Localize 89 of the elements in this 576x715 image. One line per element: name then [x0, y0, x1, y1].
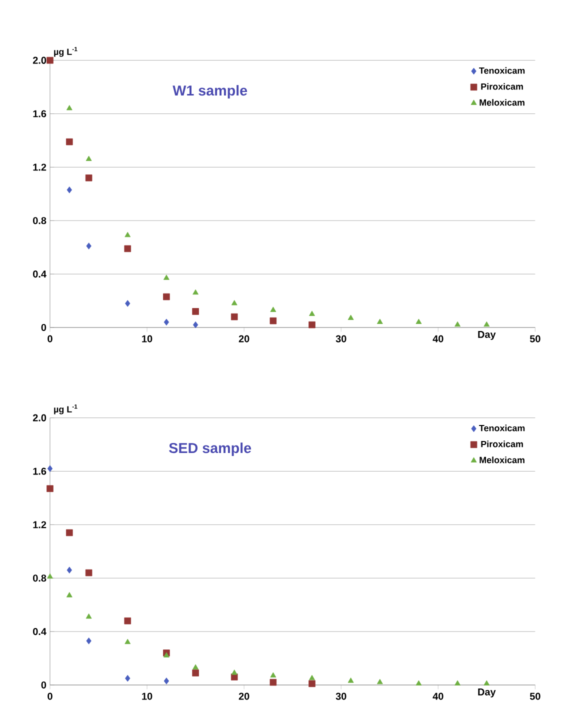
- point: [124, 232, 131, 238]
- point: [124, 617, 132, 624]
- point: [192, 664, 199, 670]
- x-tick-label: 30: [336, 335, 346, 342]
- point: [454, 321, 460, 327]
- point: [66, 566, 72, 574]
- point: [308, 680, 316, 688]
- y-tick-label: 0.4: [33, 270, 46, 278]
- x-tick-label: 20: [238, 335, 250, 342]
- x-tick-label: 30: [336, 692, 346, 700]
- legend-label: Piroxicam: [481, 83, 523, 90]
- y-tick-label: 0: [41, 324, 46, 332]
- point: [163, 652, 170, 658]
- point: [192, 289, 199, 295]
- point: [416, 318, 422, 324]
- y-axis-title: µg L$^{-1}$: [54, 46, 78, 57]
- point: [231, 300, 238, 306]
- point: [124, 638, 131, 644]
- y-tick-label: 0.8: [33, 217, 46, 224]
- point: [348, 314, 354, 320]
- y-tick-label: 1.2: [33, 521, 46, 528]
- point: [164, 318, 170, 326]
- point: [66, 138, 73, 146]
- point: [309, 310, 315, 316]
- point: [66, 186, 72, 194]
- y-tick-label: 0.4: [33, 628, 46, 636]
- y-tick-label: 2.0: [32, 56, 46, 64]
- point: [86, 156, 92, 161]
- legend-label: Meloxicam: [480, 456, 524, 464]
- text: SED sample: [169, 442, 252, 456]
- point: [270, 672, 276, 678]
- point: [164, 678, 170, 684]
- point: [124, 245, 132, 252]
- point: [86, 638, 92, 644]
- x-tick-label: 40: [432, 692, 444, 700]
- point: [46, 56, 54, 64]
- x-tick-label: 40: [432, 335, 444, 342]
- point: [270, 678, 277, 686]
- point: [47, 465, 53, 472]
- y-tick-label: 2.0: [32, 414, 46, 422]
- point: [66, 592, 72, 598]
- y-tick-label: 1.6: [33, 468, 46, 475]
- x-tick-label: 50: [530, 692, 540, 700]
- point: [163, 293, 170, 300]
- point: [85, 569, 92, 576]
- y-tick-label: 0: [41, 681, 46, 689]
- point: [270, 306, 276, 312]
- point: [484, 321, 490, 327]
- point: [231, 670, 238, 675]
- point: [86, 613, 92, 619]
- point: [192, 321, 198, 328]
- x-tick-label: 20: [238, 692, 250, 700]
- point: [309, 674, 315, 680]
- point: [86, 242, 92, 250]
- x-tick-label: 0: [48, 335, 52, 342]
- y-axis-title: µg L$^{-1}$: [54, 404, 78, 414]
- point: [484, 680, 490, 686]
- legend-label: Piroxicam: [481, 440, 523, 448]
- point: [376, 678, 383, 684]
- y-tick-label: 1.2: [33, 164, 46, 171]
- point: [46, 485, 54, 492]
- legend-label: Meloxicam: [480, 99, 524, 106]
- legend-label: Tenoxicam: [479, 424, 525, 432]
- point: [125, 674, 130, 682]
- x-tick-label: 10: [142, 335, 152, 342]
- point: [66, 529, 73, 536]
- point: [192, 670, 199, 676]
- legend-label: Tenoxicam: [479, 67, 525, 74]
- text: W1 sample: [172, 85, 248, 98]
- point: [125, 300, 130, 307]
- point: [66, 105, 72, 110]
- x-axis-title: Day: [478, 688, 496, 698]
- y-tick-label: 0.8: [33, 574, 46, 582]
- point: [192, 308, 199, 315]
- x-axis-title: Day: [478, 331, 496, 340]
- point: [416, 680, 422, 686]
- y-tick-label: 1.6: [33, 110, 46, 118]
- point: [47, 573, 53, 579]
- x-tick-label: 0: [48, 692, 52, 700]
- point: [308, 321, 316, 328]
- point: [230, 313, 238, 320]
- point: [270, 317, 277, 324]
- x-tick-label: 50: [530, 335, 540, 342]
- point: [376, 318, 383, 324]
- point: [348, 678, 354, 683]
- point: [85, 174, 92, 182]
- x-tick-label: 10: [142, 692, 152, 700]
- point: [454, 680, 460, 686]
- point: [163, 274, 170, 280]
